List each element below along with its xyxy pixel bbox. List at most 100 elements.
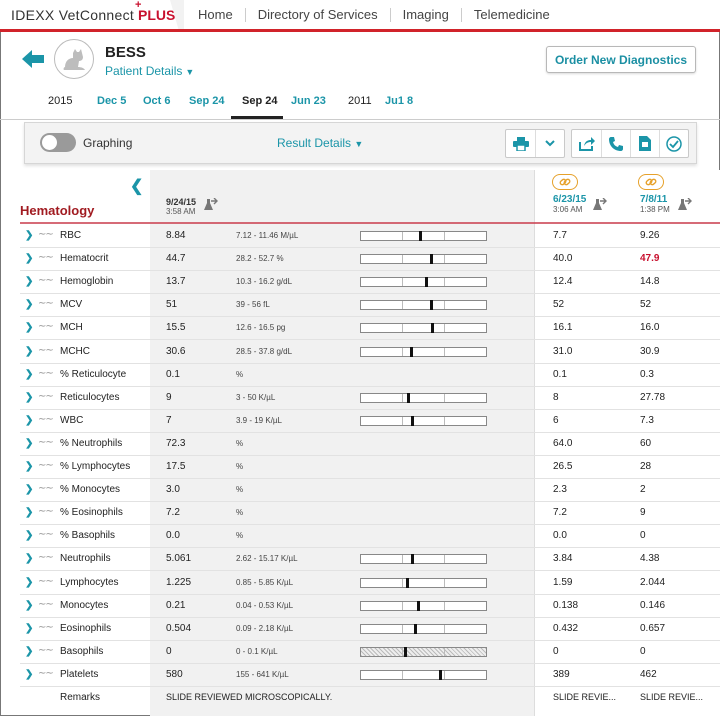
trend-icon[interactable]: ∼∼: [38, 460, 54, 471]
table-row[interactable]: ❯ ∼∼ % Reticulocyte 0.1% 0.1 0.3: [20, 364, 720, 387]
trend-icon[interactable]: ∼∼: [38, 321, 54, 333]
print-button[interactable]: [506, 130, 535, 157]
back-arrow-icon[interactable]: [22, 50, 44, 68]
expand-chevron-icon[interactable]: ❯: [25, 484, 34, 496]
share-button[interactable]: [572, 130, 601, 157]
history-result-header-2[interactable]: 7/8/11 1:38 PM: [640, 194, 670, 214]
table-row[interactable]: ❯ ∼∼ WBC 7 3.9 - 19 K/µL 6 7.3: [20, 410, 720, 433]
test-value: 13.7: [166, 276, 186, 288]
range-bar: [360, 277, 487, 288]
document-button[interactable]: [630, 130, 659, 157]
trend-icon[interactable]: ∼∼: [38, 529, 54, 541]
expand-chevron-icon[interactable]: ❯: [25, 576, 34, 588]
expand-chevron-icon[interactable]: ❯: [25, 622, 34, 634]
trend-icon[interactable]: ∼∼: [38, 667, 54, 679]
link-icon-1[interactable]: [552, 174, 578, 190]
table-row[interactable]: ❯ ∼∼ Reticulocytes 9 3 - 50 K/µL 8 27.78: [20, 387, 720, 410]
expand-chevron-icon[interactable]: ❯: [25, 437, 34, 449]
tab-dec-5[interactable]: Dec 5: [97, 95, 127, 107]
table-row[interactable]: ❯ ∼∼ MCV 51 39 - 56 fL 52 52: [20, 294, 720, 318]
history-value-2: 0.146: [640, 599, 666, 611]
trend-icon[interactable]: ∼∼: [38, 390, 54, 402]
tab-sep-24-active[interactable]: Sep 24: [242, 95, 278, 107]
table-row[interactable]: ❯ ∼∼ RBC 8.84 7.12 - 11.46 M/µL 7.7 9.26: [20, 225, 720, 248]
history-result-header-1[interactable]: 6/23/15 3:06 AM: [553, 194, 586, 214]
table-row[interactable]: ❯ ∼∼ Platelets 580 155 - 641 K/µL 389 462: [20, 664, 720, 687]
expand-chevron-icon[interactable]: ❯: [25, 391, 34, 403]
expand-chevron-icon[interactable]: ❯: [25, 345, 34, 357]
trend-icon[interactable]: ∼∼: [38, 367, 54, 379]
table-row[interactable]: ❯ ∼∼ % Monocytes 3.0% 2.3 2: [20, 479, 720, 503]
table-row[interactable]: ❯ ∼∼ Basophils 0 0 - 0.1 K/µL 0 0: [20, 641, 720, 664]
test-value: 17.5: [166, 461, 186, 472]
trend-icon[interactable]: ∼∼: [38, 621, 54, 633]
patient-details-toggle[interactable]: Patient Details ▼: [105, 64, 194, 78]
tab-year-2015: 2015: [48, 95, 73, 107]
table-row[interactable]: ❯ ∼∼ % Lymphocytes 17.5% 26.5 28: [20, 456, 720, 479]
table-row[interactable]: ❯ ∼∼ Hemoglobin 13.7 10.3 - 16.2 g/dL 12.4 14.…: [20, 271, 720, 295]
print-options-button[interactable]: [535, 130, 564, 157]
trend-icon[interactable]: ∼∼: [38, 483, 54, 495]
expand-chevron-icon[interactable]: ❯: [25, 507, 34, 519]
trend-icon[interactable]: ∼∼: [38, 436, 54, 448]
trend-icon[interactable]: ∼∼: [38, 644, 54, 656]
expand-chevron-icon[interactable]: ❯: [25, 461, 34, 472]
range-bar: [360, 577, 487, 588]
table-row[interactable]: ❯ ∼∼ MCH 15.5 12.6 - 16.5 pg 16.1 16.0: [20, 317, 720, 341]
lab-transfer-icon: [593, 198, 607, 210]
expand-chevron-icon[interactable]: ❯: [25, 553, 34, 565]
review-button[interactable]: [659, 130, 688, 157]
trend-icon[interactable]: ∼∼: [38, 413, 54, 425]
trend-icon[interactable]: ∼∼: [38, 275, 54, 287]
expand-chevron-icon[interactable]: ❯: [25, 322, 34, 334]
expand-chevron-icon[interactable]: ❯: [25, 299, 34, 311]
chevron-left-icon[interactable]: ❮: [130, 178, 144, 195]
checkmark-circle-icon: [666, 135, 682, 152]
table-row[interactable]: ❯ ∼∼ Neutrophils 5.061 2.62 - 15.17 K/µL 3.84…: [20, 548, 720, 572]
current-result-header[interactable]: 9/24/15 3:58 AM: [166, 197, 196, 216]
expand-chevron-icon[interactable]: ❯: [25, 253, 34, 265]
expand-chevron-icon[interactable]: ❯: [25, 645, 34, 657]
result-details-dropdown[interactable]: Result Details ▼: [277, 136, 363, 150]
table-row[interactable]: ❯ ∼∼ Hematocrit 44.7 28.2 - 52.7 % 40.0 47.9: [20, 248, 720, 272]
trend-icon[interactable]: ∼∼: [38, 552, 54, 564]
expand-chevron-icon[interactable]: ❯: [25, 599, 34, 611]
link-icon-2[interactable]: [638, 174, 664, 190]
table-row[interactable]: ❯ ∼∼ % Eosinophils 7.2% 7.2 9: [20, 502, 720, 526]
trend-icon[interactable]: ∼∼: [38, 298, 54, 310]
expand-chevron-icon[interactable]: ❯: [25, 230, 34, 241]
table-row[interactable]: ❯ ∼∼ Monocytes 0.21 0.04 - 0.53 K/µL 0.138 0.1…: [20, 595, 720, 618]
expand-chevron-icon[interactable]: ❯: [25, 276, 34, 288]
brand-logo[interactable]: IDEXX VetConnect PLUS: [11, 7, 175, 23]
tab-oct-6[interactable]: Oct 6: [143, 95, 171, 107]
expand-chevron-icon[interactable]: ❯: [25, 530, 34, 542]
expand-chevron-icon[interactable]: ❯: [25, 368, 34, 380]
reference-range: 0.85 - 5.85 K/µL: [236, 577, 294, 587]
brand-red-bar: [0, 29, 720, 32]
trend-icon[interactable]: ∼∼: [38, 506, 54, 518]
trend-icon[interactable]: ∼∼: [38, 229, 54, 240]
nav-directory-of-services[interactable]: Directory of Services: [244, 7, 390, 22]
nav-home[interactable]: Home: [198, 6, 233, 22]
table-row[interactable]: ❯ ∼∼ MCHC 30.6 28.5 - 37.8 g/dL 31.0 30.9: [20, 341, 720, 364]
table-row[interactable]: ❯ ∼∼ % Neutrophils 72.3% 64.0 60: [20, 433, 720, 456]
expand-chevron-icon[interactable]: ❯: [25, 668, 34, 680]
table-row[interactable]: ❯ ∼∼ Eosinophils 0.504 0.09 - 2.18 K/µL 0.432…: [20, 618, 720, 641]
trend-icon[interactable]: ∼∼: [38, 344, 54, 356]
table-row[interactable]: ❯ ∼∼ Lymphocytes 1.225 0.85 - 5.85 K/µL 1.59 2…: [20, 572, 720, 595]
graphing-toggle[interactable]: [40, 133, 76, 152]
nav-imaging[interactable]: Imaging: [389, 7, 461, 22]
range-bar-marker: [418, 231, 422, 241]
tab-jul-8[interactable]: Ju1 8: [385, 95, 414, 107]
trend-icon[interactable]: ∼∼: [38, 575, 54, 587]
order-new-diagnostics-button[interactable]: Order New Diagnostics: [546, 46, 696, 73]
expand-chevron-icon[interactable]: ❯: [25, 414, 34, 426]
tab-jun-23[interactable]: Jun 23: [291, 95, 326, 107]
nav-telemedicine[interactable]: Telemedicine: [460, 7, 562, 22]
tab-sep-24-a[interactable]: Sep 24: [189, 95, 225, 107]
table-row[interactable]: ❯ ∼∼ % Basophils 0.0% 0.0 0: [20, 525, 720, 549]
trend-icon[interactable]: ∼∼: [38, 252, 54, 264]
history-value-2: 28: [640, 461, 652, 472]
trend-icon[interactable]: ∼∼: [38, 598, 54, 610]
call-button[interactable]: [601, 130, 630, 157]
